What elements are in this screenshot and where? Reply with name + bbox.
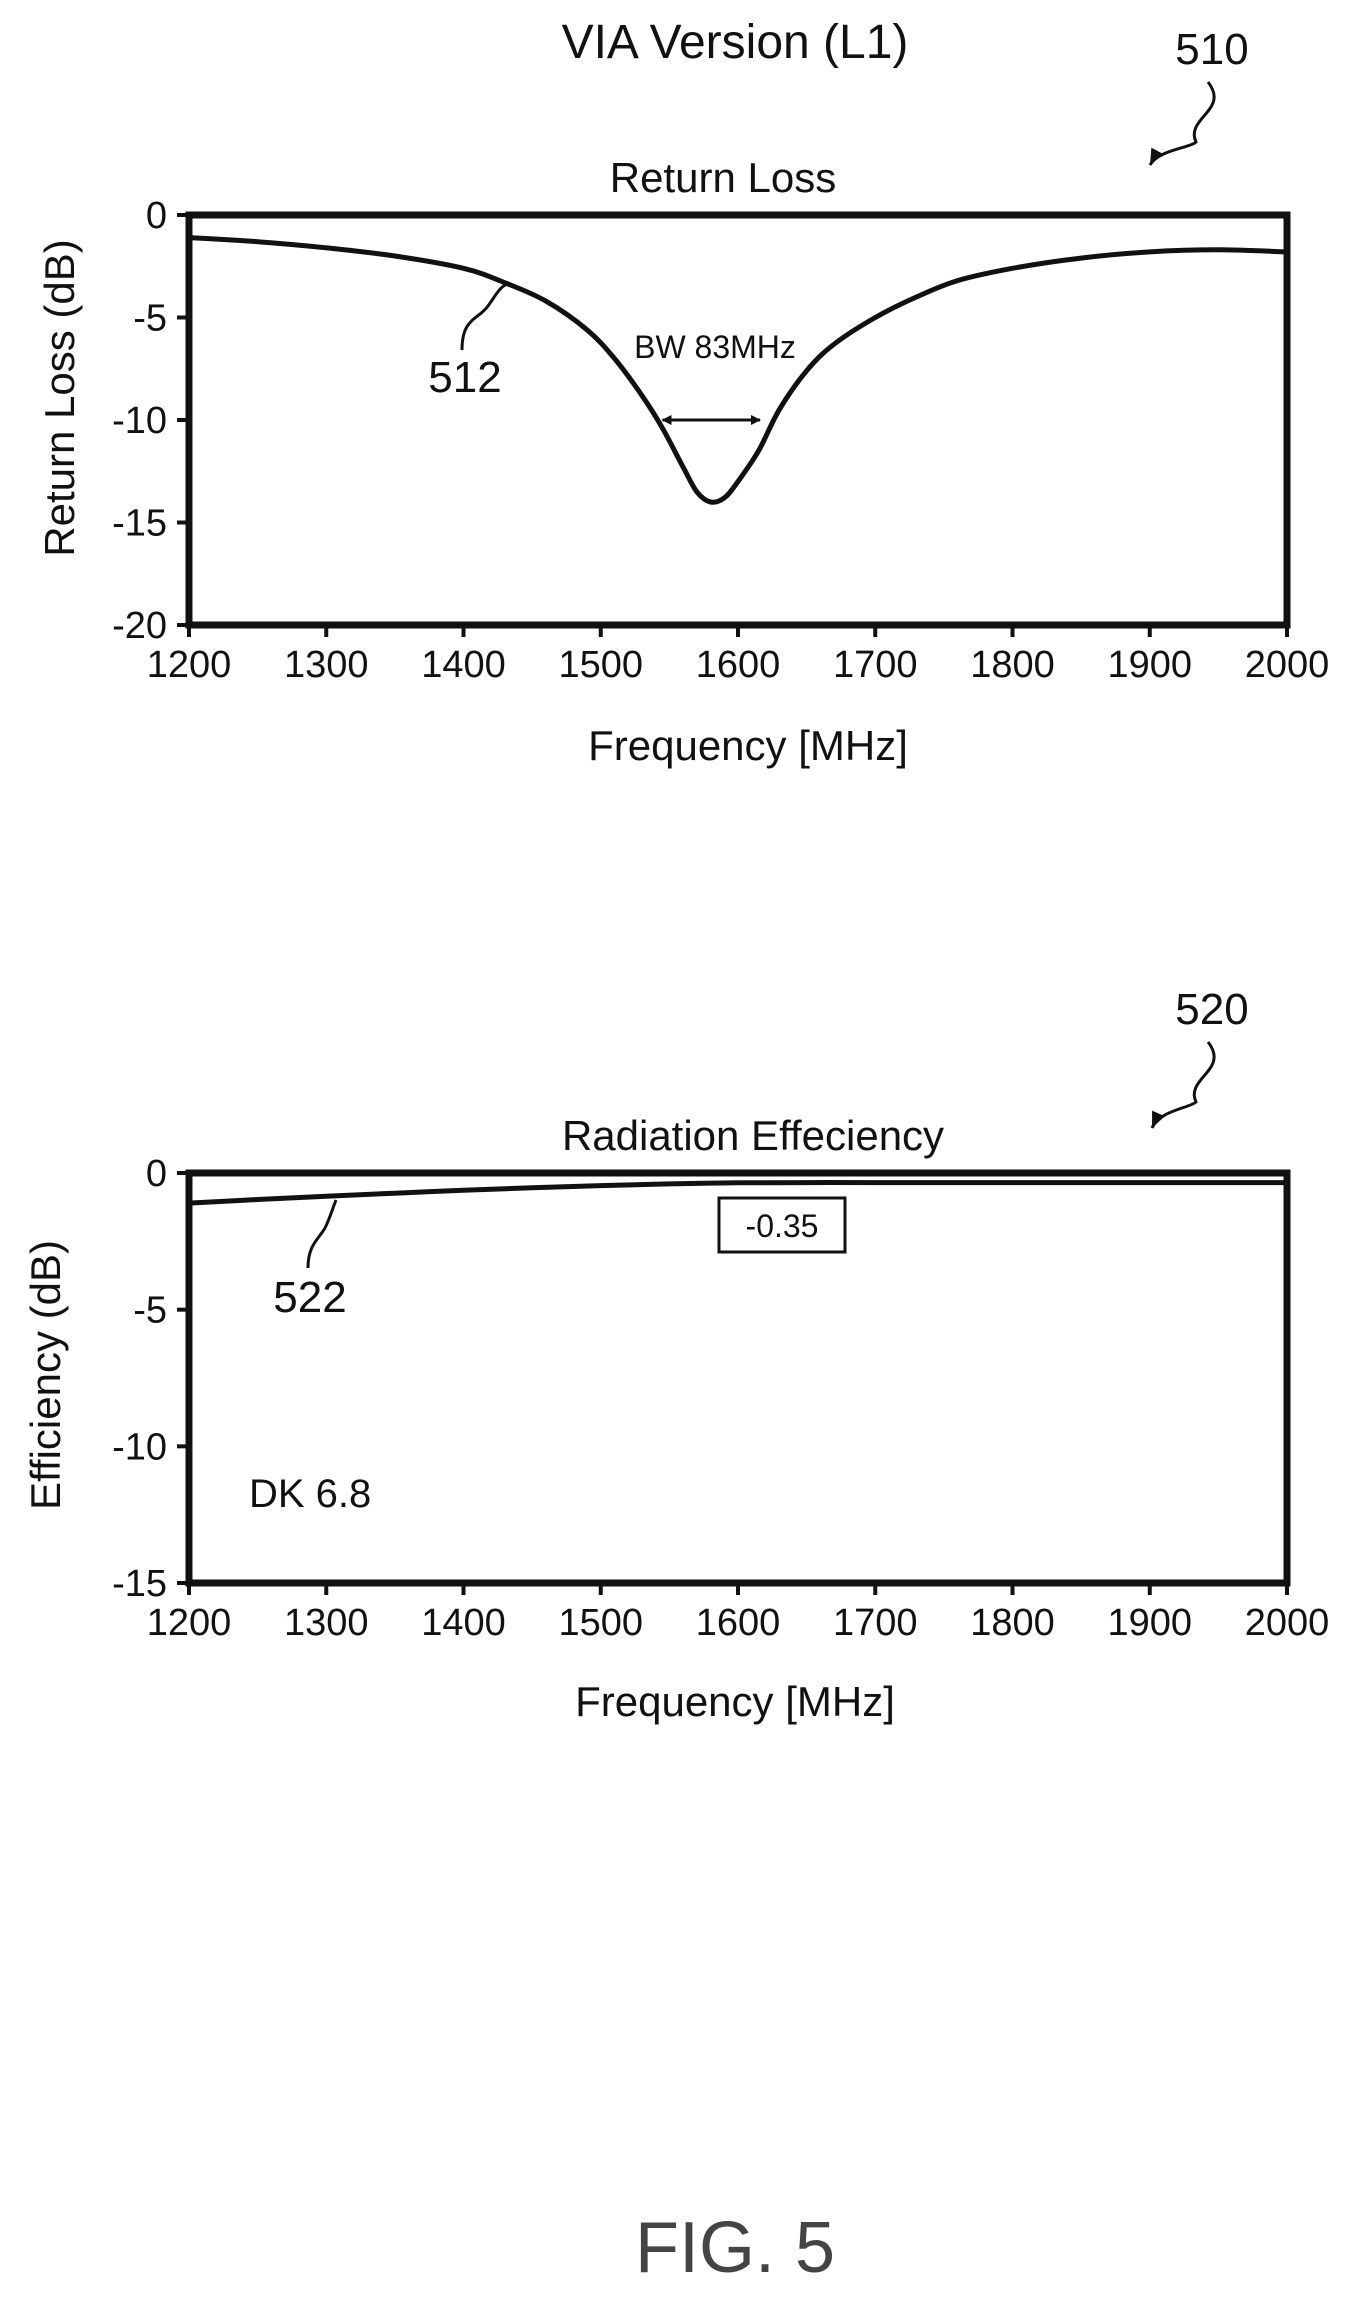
chart-2-ref-label: 520 xyxy=(1175,985,1248,1034)
x-tick-label: 1900 xyxy=(1107,1602,1192,1644)
y-tick-label: -10 xyxy=(112,1426,167,1468)
y-tick-label: -20 xyxy=(112,605,167,647)
efficiency-curve xyxy=(188,1180,1287,1206)
chart-1-plot-frame xyxy=(185,211,1291,629)
chart-1-title: Return Loss xyxy=(610,154,836,201)
peak-value-box xyxy=(717,1196,847,1254)
return-loss-curve xyxy=(188,235,1288,505)
series-512-label: 512 xyxy=(428,353,501,402)
x-tick-label: 1300 xyxy=(284,1602,369,1644)
y-tick-label: 0 xyxy=(146,1153,167,1195)
y-tick-label: -10 xyxy=(112,400,167,442)
chart-2-plot-frame xyxy=(185,1169,1291,1587)
chart-1-ref-leader xyxy=(1148,81,1216,166)
chart-1-y-tick-labels: 0 -5 -10 -15 -20 xyxy=(112,195,167,647)
series-522-label: 522 xyxy=(273,1273,346,1322)
x-tick-label: 1600 xyxy=(696,644,781,686)
chart-1-x-tick-labels: 1200 1300 1400 1500 1600 1700 1800 1900 … xyxy=(147,644,1330,686)
chart-1-y-axis-label: Return Loss (dB) xyxy=(36,239,83,556)
x-tick-label: 1300 xyxy=(284,644,369,686)
y-tick-label: -15 xyxy=(112,503,167,545)
chart-2-x-tick-labels: 1200 1300 1400 1500 1600 1700 1800 1900 … xyxy=(147,1602,1330,1644)
y-tick-label: 0 xyxy=(146,195,167,237)
chart-1-x-axis-label: Frequency [MHz] xyxy=(588,722,908,769)
radiation-efficiency-chart: 520 Radiation Effeciency 0 -5 -10 -15 12… xyxy=(22,985,1329,1725)
series-512-leader xyxy=(460,281,511,351)
x-tick-label: 1200 xyxy=(147,644,232,686)
peak-value-label: -0.35 xyxy=(746,1208,819,1244)
x-tick-label: 1700 xyxy=(833,644,918,686)
return-loss-chart: 510 Return Loss 0 -5 -10 -15 -20 1200 13… xyxy=(36,25,1329,769)
x-tick-label: 2000 xyxy=(1245,1602,1330,1644)
chart-2-y-tick-labels: 0 -5 -10 -15 xyxy=(112,1153,167,1605)
x-tick-label: 1400 xyxy=(421,1602,506,1644)
bandwidth-label: BW 83MHz xyxy=(634,329,796,365)
x-tick-label: 1400 xyxy=(421,644,506,686)
x-tick-label: 1700 xyxy=(833,1602,918,1644)
x-tick-label: 1500 xyxy=(558,644,643,686)
chart-1-ref-label: 510 xyxy=(1175,25,1248,74)
dk-label: DK 6.8 xyxy=(249,1472,371,1516)
x-tick-label: 1200 xyxy=(147,1602,232,1644)
chart-1-tick-marks xyxy=(177,213,1289,637)
chart-2-title: Radiation Effeciency xyxy=(562,1112,944,1159)
y-tick-label: -5 xyxy=(133,298,167,340)
chart-2-y-axis-label: Efficiency (dB) xyxy=(22,1240,69,1510)
page-title: VIA Version (L1) xyxy=(562,16,909,69)
series-522-leader xyxy=(306,1199,338,1269)
x-tick-label: 1900 xyxy=(1107,644,1192,686)
x-tick-label: 1500 xyxy=(558,1602,643,1644)
chart-2-x-axis-label: Frequency [MHz] xyxy=(575,1678,895,1725)
x-tick-label: 1600 xyxy=(696,1602,781,1644)
y-tick-label: -15 xyxy=(112,1563,167,1605)
figure-label: FIG. 5 xyxy=(635,2208,835,2288)
y-tick-label: -5 xyxy=(133,1290,167,1332)
x-tick-label: 2000 xyxy=(1245,644,1330,686)
chart-2-ref-leader xyxy=(1150,1041,1216,1129)
x-tick-label: 1800 xyxy=(970,644,1055,686)
x-tick-label: 1800 xyxy=(970,1602,1055,1644)
